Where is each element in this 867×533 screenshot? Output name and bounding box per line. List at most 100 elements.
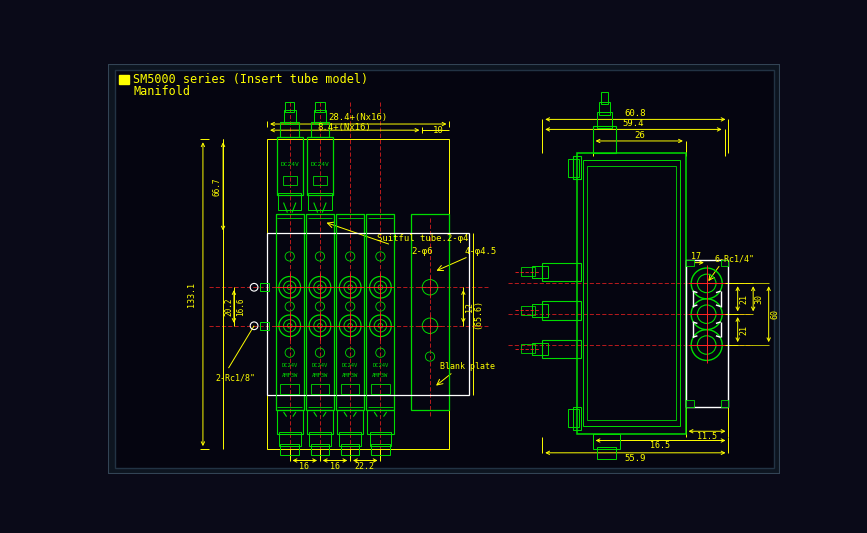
Text: 60.8: 60.8 <box>624 109 646 118</box>
Bar <box>267 140 449 449</box>
Text: 4-φ4.5: 4-φ4.5 <box>464 247 497 255</box>
Bar <box>577 152 686 433</box>
Bar <box>306 214 334 410</box>
Bar <box>521 267 536 277</box>
Text: 16.5: 16.5 <box>650 441 670 450</box>
Bar <box>599 102 610 115</box>
Text: 2-φ6: 2-φ6 <box>412 247 433 255</box>
Bar <box>593 433 620 449</box>
Bar <box>596 447 616 459</box>
Text: 12: 12 <box>465 302 474 311</box>
Bar <box>279 432 301 446</box>
Text: DC24V: DC24V <box>342 364 358 368</box>
Bar <box>411 214 449 410</box>
Bar <box>283 175 297 185</box>
Text: 6-Rc1/4": 6-Rc1/4" <box>714 254 754 263</box>
Bar <box>368 410 394 433</box>
Bar <box>316 102 324 112</box>
Bar <box>314 110 326 124</box>
Text: 133.1: 133.1 <box>186 281 196 306</box>
Text: DC24V: DC24V <box>280 161 299 166</box>
Bar <box>267 233 469 395</box>
Bar <box>686 260 694 266</box>
Bar <box>280 122 299 137</box>
Bar <box>336 214 364 410</box>
Bar <box>280 445 299 455</box>
Bar <box>259 284 269 291</box>
Text: 59.4: 59.4 <box>623 119 644 128</box>
Bar <box>371 384 389 394</box>
Bar <box>568 409 579 427</box>
Text: DC24V: DC24V <box>372 364 388 368</box>
Text: 8.4+(Nx16): 8.4+(Nx16) <box>318 123 372 132</box>
Text: Manifold: Manifold <box>134 85 190 98</box>
Bar <box>686 400 694 407</box>
Bar <box>543 301 581 320</box>
Bar <box>568 159 579 177</box>
Bar <box>341 445 360 455</box>
Text: 21: 21 <box>740 294 748 304</box>
Text: AMF3W: AMF3W <box>312 373 328 377</box>
Bar <box>276 214 303 410</box>
Bar <box>593 126 616 152</box>
Text: Blank plate: Blank plate <box>440 362 495 371</box>
Text: AMF3W: AMF3W <box>372 373 388 377</box>
Bar <box>532 304 548 317</box>
Text: AMF3W: AMF3W <box>342 373 358 377</box>
Bar <box>285 102 295 112</box>
Bar <box>341 384 360 394</box>
Bar <box>259 322 269 329</box>
Text: 55.9: 55.9 <box>624 454 646 463</box>
Bar <box>521 306 536 315</box>
Text: DC24V: DC24V <box>310 161 329 166</box>
Text: 26: 26 <box>634 131 645 140</box>
Bar <box>277 410 303 433</box>
Text: 28.4+(Nx16): 28.4+(Nx16) <box>329 114 388 123</box>
Bar <box>573 156 581 180</box>
Bar <box>543 340 581 358</box>
Bar <box>310 432 331 446</box>
Text: 60: 60 <box>771 309 779 319</box>
Bar <box>337 410 363 433</box>
Bar <box>309 193 331 210</box>
Text: 16.6: 16.6 <box>236 297 244 316</box>
Text: 66.7: 66.7 <box>212 177 221 196</box>
Bar <box>371 445 389 455</box>
Bar <box>587 166 676 419</box>
Bar <box>307 137 333 195</box>
Bar <box>369 432 391 446</box>
Bar <box>720 260 728 266</box>
Bar <box>339 432 361 446</box>
Bar <box>313 175 327 185</box>
Text: DC24V: DC24V <box>282 364 298 368</box>
Bar <box>310 122 329 137</box>
Bar <box>596 112 612 128</box>
Text: DC24V: DC24V <box>312 364 328 368</box>
Text: Suitful tube.2-φ4: Suitful tube.2-φ4 <box>376 234 468 243</box>
Bar <box>532 343 548 355</box>
Bar <box>310 445 329 455</box>
Bar <box>284 110 296 124</box>
Text: 11.5: 11.5 <box>697 432 717 441</box>
Bar <box>720 400 728 407</box>
Text: 30: 30 <box>755 294 764 304</box>
Text: 2-Rc1/8": 2-Rc1/8" <box>215 374 255 383</box>
Text: 22.2: 22.2 <box>355 462 375 471</box>
Text: (65.6): (65.6) <box>473 299 482 329</box>
Text: AMF3W: AMF3W <box>282 373 298 377</box>
Bar <box>573 407 581 430</box>
Text: 21: 21 <box>740 325 748 335</box>
Bar <box>686 260 728 407</box>
Bar <box>307 410 333 433</box>
Text: 20.2: 20.2 <box>224 297 233 316</box>
Text: 17: 17 <box>691 252 701 261</box>
Bar <box>278 193 302 210</box>
Text: 10: 10 <box>433 126 443 135</box>
Bar <box>310 384 329 394</box>
Bar <box>521 344 536 353</box>
Bar <box>532 265 548 278</box>
Bar <box>120 75 128 84</box>
Text: 16: 16 <box>299 462 310 471</box>
Bar <box>543 263 581 281</box>
Bar <box>277 137 303 195</box>
